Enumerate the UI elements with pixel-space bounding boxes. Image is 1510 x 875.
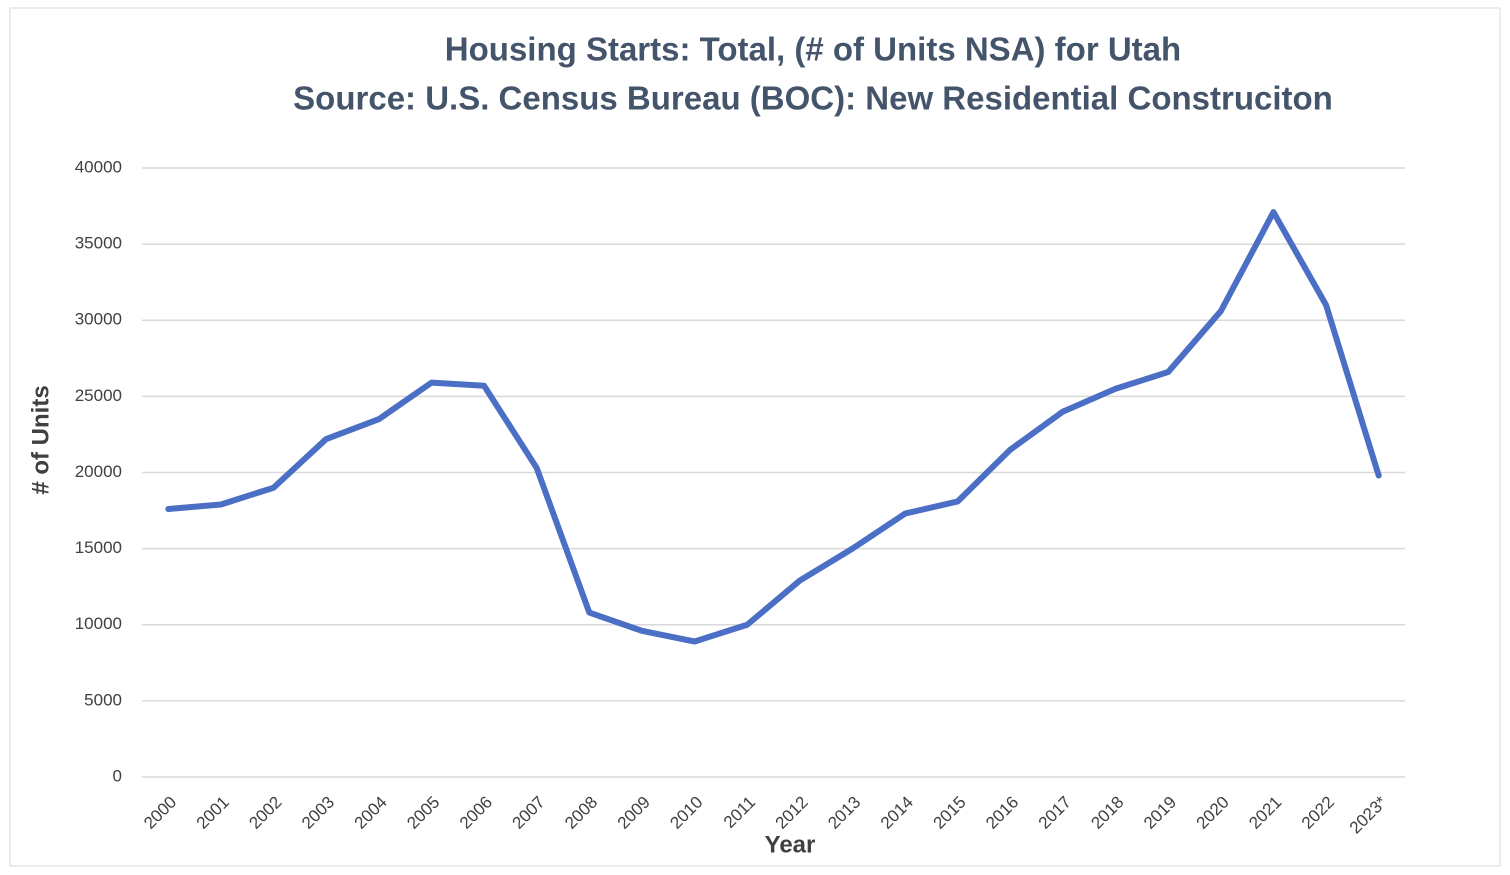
y-axis-label: # of Units (27, 385, 54, 494)
y-tick-label: 10000 (75, 614, 122, 633)
y-tick-label: 30000 (75, 310, 122, 329)
chart-subtitle: Source: U.S. Census Bureau (BOC): New Re… (293, 80, 1333, 117)
y-tick-label: 0 (113, 766, 122, 785)
y-tick-label: 5000 (84, 690, 122, 709)
y-tick-label: 15000 (75, 538, 122, 557)
x-axis-label: Year (765, 831, 816, 858)
series-line (165, 209, 1382, 645)
y-tick-label: 35000 (75, 234, 122, 253)
chart-frame (9, 7, 1501, 867)
y-tick-label: 25000 (75, 386, 122, 405)
y-tick-label: 20000 (75, 462, 122, 481)
y-tick-label: 40000 (75, 157, 122, 176)
chart-title: Housing Starts: Total, (# of Units NSA) … (445, 31, 1181, 68)
